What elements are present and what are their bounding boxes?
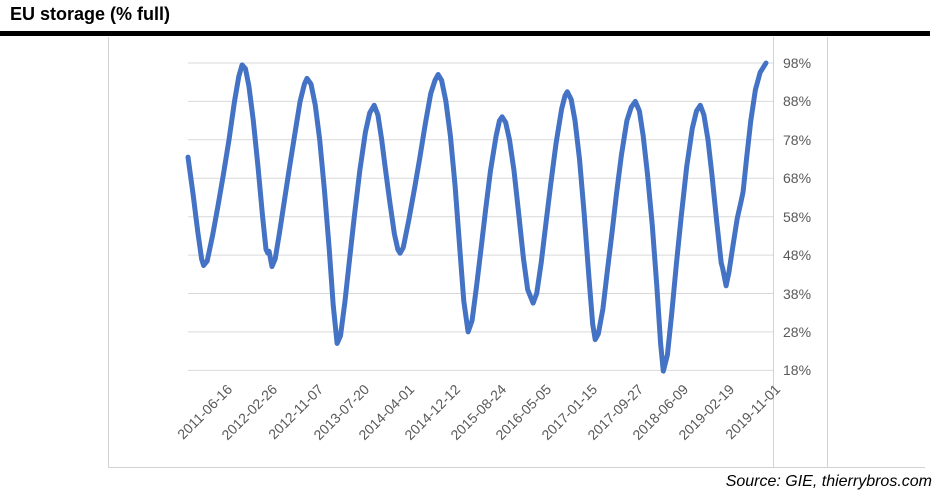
chart-title: EU storage (% full) <box>10 4 171 24</box>
y-axis-label: 98% <box>783 55 812 71</box>
y-axis-label: 28% <box>783 324 812 340</box>
chart-border-bottom <box>108 467 925 468</box>
y-axis-label: 38% <box>783 286 812 302</box>
title-underline <box>0 31 930 36</box>
y-axis-label: 68% <box>783 170 812 186</box>
storage-series-line <box>185 60 769 374</box>
y-axis-label: 48% <box>783 247 812 263</box>
y-axis-label: 18% <box>783 362 812 378</box>
chart-border-right <box>827 37 828 467</box>
gridlines <box>188 62 773 371</box>
y-axis-label: 78% <box>783 132 812 148</box>
chart-border-left <box>108 37 109 467</box>
plot-border-right <box>773 37 774 467</box>
y-axis-label: 58% <box>783 209 812 225</box>
source-note: Source: GIE, thierrybros.com <box>725 473 932 490</box>
y-axis-label: 88% <box>783 93 812 109</box>
